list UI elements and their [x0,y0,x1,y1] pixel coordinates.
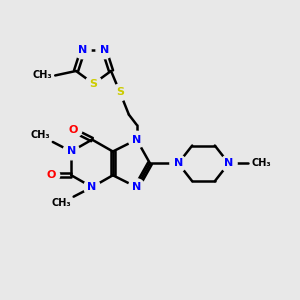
Text: N: N [87,182,97,192]
Text: S: S [116,87,124,98]
Circle shape [128,179,145,196]
Text: N: N [100,45,109,56]
Text: CH₃: CH₃ [252,158,271,168]
Circle shape [74,42,91,59]
Text: CH₃: CH₃ [52,198,71,208]
Text: O: O [69,125,78,135]
Text: O: O [46,170,56,180]
Circle shape [84,179,100,196]
Text: N: N [78,45,87,56]
Text: N: N [67,146,76,157]
Text: N: N [132,135,141,145]
Text: S: S [89,79,98,89]
Text: N: N [224,158,233,168]
Text: CH₃: CH₃ [32,70,52,80]
Circle shape [128,131,145,148]
Circle shape [220,155,237,172]
Circle shape [63,143,80,160]
Text: N: N [132,182,141,192]
Circle shape [43,167,60,184]
Text: N: N [174,158,183,168]
Circle shape [112,84,128,101]
Text: CH₃: CH₃ [31,130,50,140]
Circle shape [85,75,102,92]
Circle shape [65,122,82,138]
Circle shape [170,155,187,172]
Circle shape [96,42,113,59]
